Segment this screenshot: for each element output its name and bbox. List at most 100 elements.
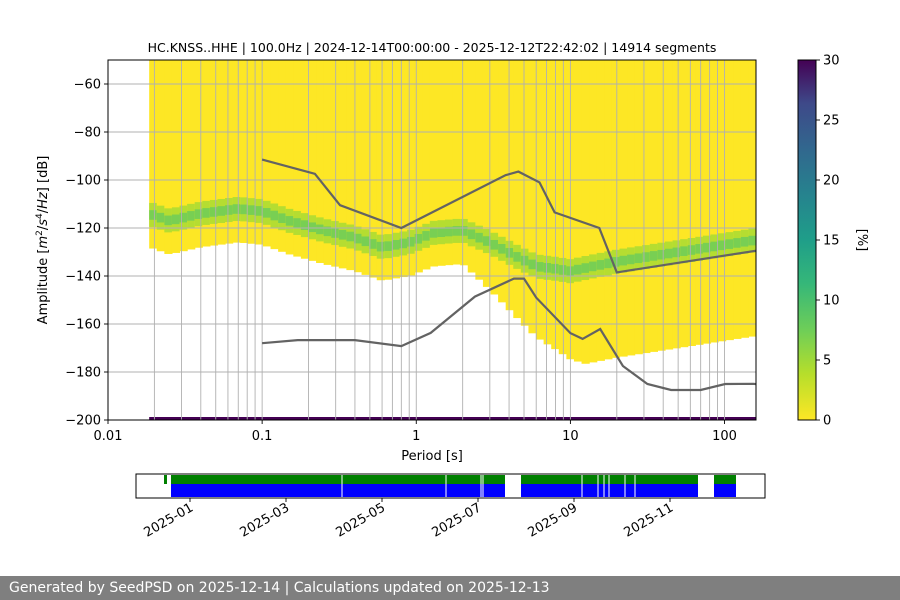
heatmap-core [543,263,552,273]
heatmap-core [429,228,439,238]
y-tick-label: −120 [65,222,101,237]
heatmap-core [285,216,294,226]
heatmap-core [627,254,636,265]
heatmap-core [300,220,310,230]
heatmap-cell [255,60,264,245]
colorbar: 0 5 10 15 20 25 30 [%] [797,54,869,429]
high-noise-model-line [261,158,756,274]
heatmap-core [748,235,756,246]
heatmap-core [490,239,499,250]
heatmap-core [596,260,605,270]
timeline-tick-label: 2025-01 [141,500,196,540]
footer-text: Generated by SeedPSD on 2025-12-14 | Cal… [9,580,550,596]
heatmap-cell [520,60,530,326]
heatmap-cell [285,60,294,255]
heatmap-cell [437,60,446,266]
heatmap-core [649,251,658,261]
coverage-segment-top [714,475,736,484]
coverage-bars [164,475,736,497]
heatmap-core [346,231,355,242]
heatmap-cell [536,60,545,340]
y-axis-ticks: −200 −180 −160 −140 −120 −100 −80 −60 [65,78,108,429]
heatmap-core [232,204,241,214]
heatmap-core [164,215,173,226]
y-axis-label: Amplitude [m2/s4/Hz] [dB] [35,156,51,325]
heatmap-cell [490,60,499,295]
colorbar-tick-label: 20 [823,174,840,189]
heatmap-core [187,211,196,221]
y-tick-label: −60 [74,78,101,93]
heatmap-cell [748,60,756,337]
x-tick-label: 100 [712,429,737,444]
heatmap-cell [664,60,674,350]
psd-heatmap [149,60,756,420]
heatmap-cell [460,60,469,266]
heatmap-cell [369,60,378,278]
heatmap-cell [323,60,332,265]
coverage-segment-bottom [171,484,505,497]
heatmap-core [672,247,681,258]
heatmap-floor-strip [149,417,756,420]
psd-plot: 0.01 0.1 1 10 100 −200 −180 −160 −140 −120 −100 −8… [35,40,757,464]
heatmap-cell [346,60,355,271]
heatmap-core [573,264,583,275]
heatmap-core [467,229,476,240]
heatmap-cell [452,60,461,265]
heatmap-core [240,204,249,215]
heatmap-cell [475,60,484,280]
heatmap-cell [505,60,514,311]
heatmap-core [179,212,188,223]
timeline-tick-label: 2025-03 [237,500,292,540]
heatmap-cell [725,60,734,341]
heatmap-cell [657,60,666,351]
heatmap-cell [187,60,196,250]
heatmap-core [376,241,385,252]
heatmap-core [505,248,514,258]
heatmap-core [710,241,719,252]
heatmap-core [536,262,545,272]
heatmap-core [528,259,537,270]
heatmap-core [702,242,712,253]
heatmap-core [452,226,461,236]
footer-bar: Generated by SeedPSD on 2025-12-14 | Cal… [0,576,900,600]
heatmap-cell [316,60,325,263]
heatmap-cell [642,60,651,354]
heatmap-cell [156,60,165,252]
heatmap-cell [581,60,590,364]
heatmap-cell [194,60,203,248]
colorbar-label: [%] [854,229,869,252]
coverage-segment-top [171,475,505,484]
x-axis-label: Period [s] [401,449,463,464]
colorbar-tick-label: 5 [823,354,831,369]
heatmap-cell [225,60,234,244]
heatmap-core [407,236,416,247]
heatmap-core [149,210,158,220]
heatmap-core [718,240,727,251]
colorbar-tick-label: 25 [823,114,840,129]
heatmap-core [156,212,165,223]
x-tick-label: 1 [412,429,420,444]
heatmap-core [171,214,181,225]
heatmap-core [293,218,302,228]
heatmap-core [475,232,484,243]
timeline-tick-label: 2025-09 [525,500,580,540]
colorbar-tick-label: 30 [823,54,840,69]
heatmap-cell [407,60,416,276]
heatmap-core [513,252,522,262]
y-tick-label: −160 [65,318,101,333]
heatmap-core [589,261,598,272]
heatmap-cell [164,60,173,254]
heatmap-core [384,241,393,251]
heatmap-cell [445,60,454,266]
heatmap-cell [391,60,401,279]
heatmap-core [262,208,272,218]
heatmap-core [278,213,287,223]
heatmap-core [217,206,226,216]
heatmap-core [353,233,363,244]
heatmap-core [687,245,696,255]
heatmap-core [202,208,211,218]
heatmap-cell [293,60,302,257]
heatmap-cell [179,60,188,252]
heatmap-cell [308,60,317,261]
heatmap-cell [353,60,363,273]
